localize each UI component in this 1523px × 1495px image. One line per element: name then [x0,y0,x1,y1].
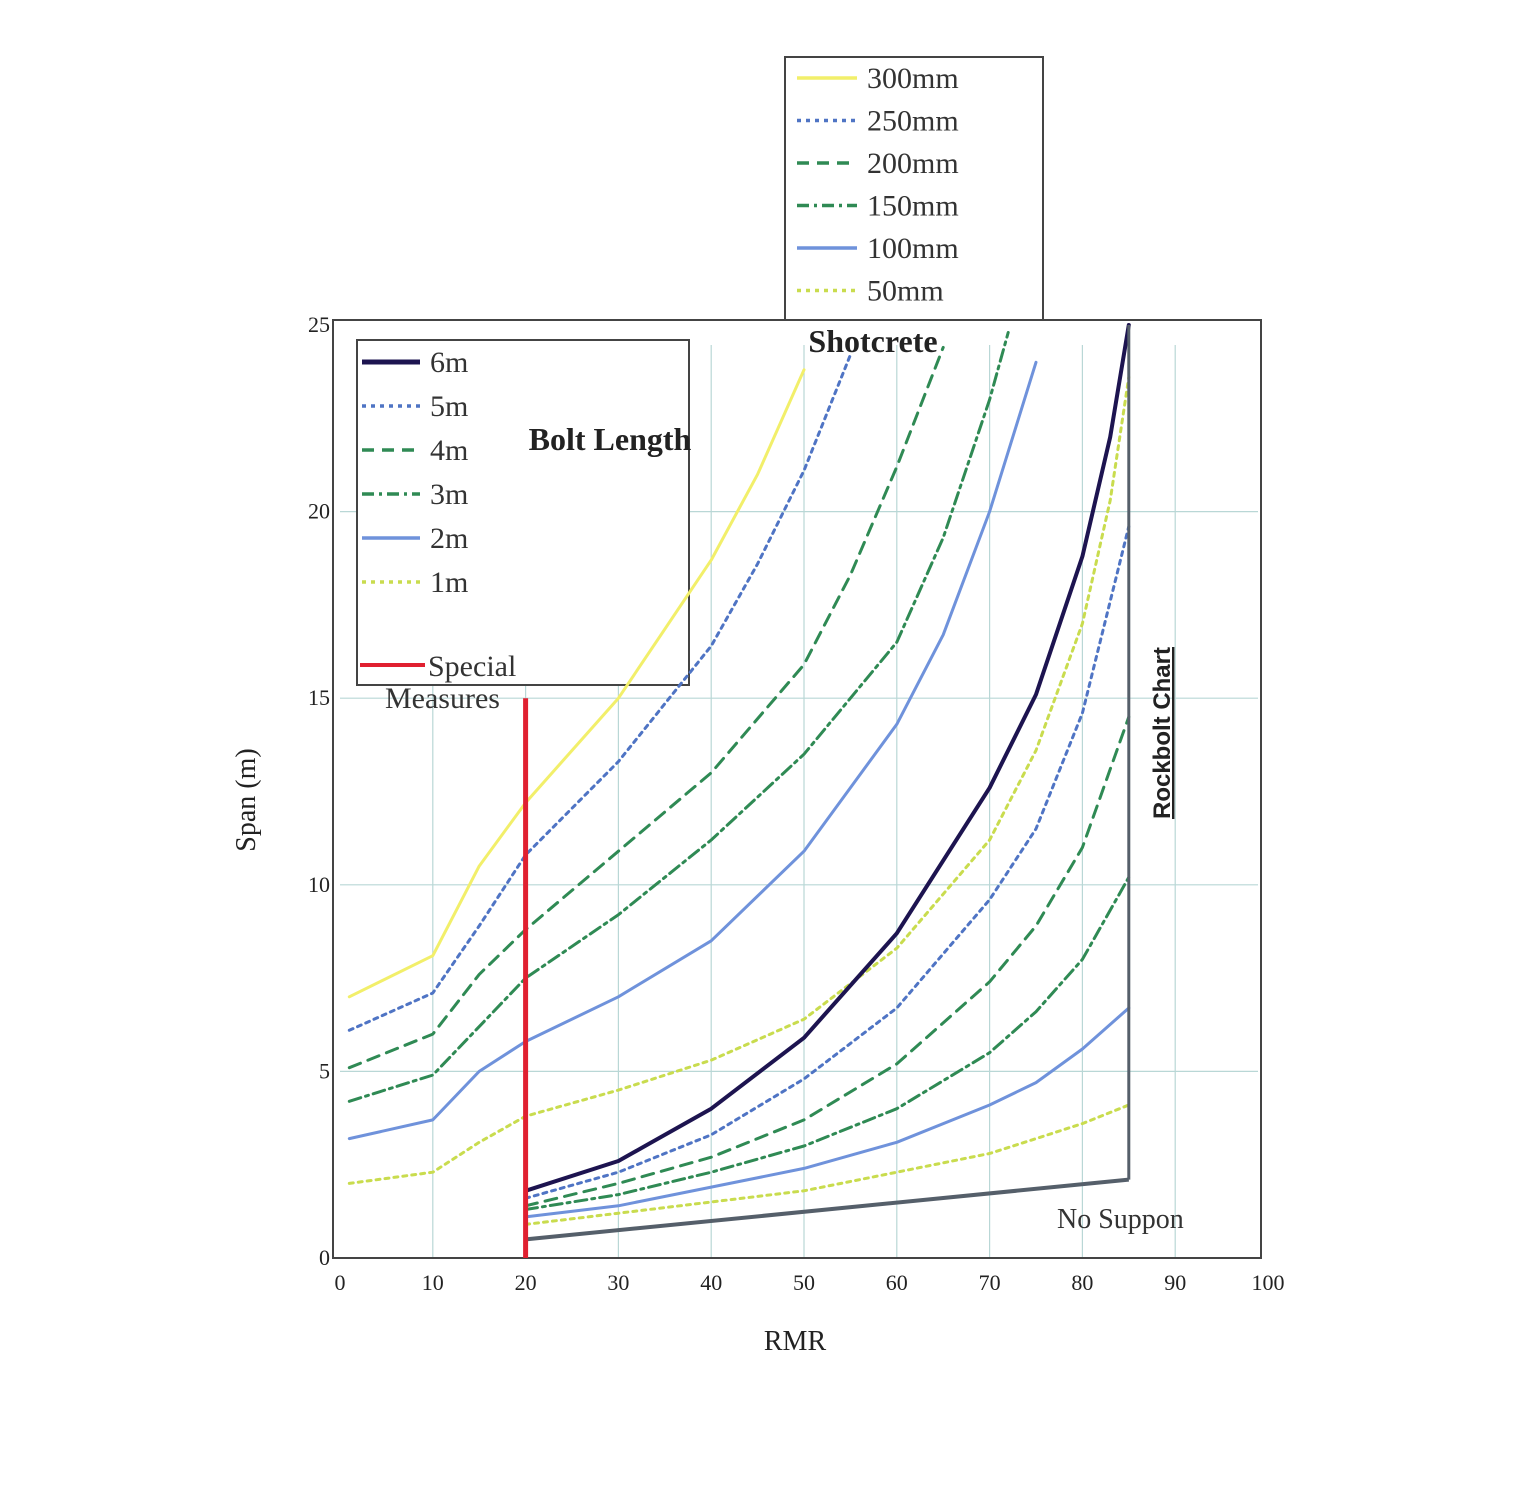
shotcrete-series-150mm [347,331,1010,1103]
x-tick-label: 100 [1252,1270,1285,1295]
y-axis-label: Span (m) [231,748,262,851]
x-tick-label: 40 [700,1270,722,1295]
x-tick-label: 80 [1071,1270,1093,1295]
shotcrete-legend-label: 300mm [867,62,959,95]
shotcrete-legend-label: 100mm [867,232,959,265]
shotcrete-series-200mm [347,345,945,1070]
shotcrete-series-250mm [347,353,852,1032]
shotcrete-series-50mm [347,375,1131,1185]
shotcrete-series-100mm [347,360,1038,1141]
shotcrete-legend-box [784,56,1044,321]
y-tick-label: 10 [308,872,330,897]
x-axis-label: RMR [764,1326,827,1357]
bolt-series-5m [524,525,1131,1200]
y-tick-label: 5 [319,1058,330,1083]
bolt-legend-label: 5m [430,390,468,423]
bolt-legend-label: 4m [430,434,468,467]
x-tick-label: 20 [515,1270,537,1295]
bolt-legend-label: 6m [430,346,468,379]
bolt-legend-box [356,339,690,686]
shotcrete-legend-label: 150mm [867,190,959,223]
shotcrete-legend-label: 250mm [867,105,959,138]
bolt-legend-label: 1m [430,566,468,599]
x-tick-label: 30 [607,1270,629,1295]
y-tick-label: 0 [319,1245,330,1270]
bolt-series-6m [523,323,1131,1193]
x-tick-label: 70 [979,1270,1001,1295]
special-measures-label-2: Measures [385,682,500,715]
bolt-series-2m [524,1006,1131,1219]
shotcrete-series-300mm [347,368,806,999]
bolt-length-title: Bolt Length [529,421,692,457]
y-tick-label: 20 [308,499,330,524]
y-tick-label: 15 [308,685,330,710]
y-tick-label: 25 [308,312,330,337]
shotcrete-legend-label: 50mm [867,275,944,308]
bolt-series-4m [524,715,1131,1208]
series-lines [347,323,1131,1258]
y-axis-ticks: 0 5 10 15 20 25 [308,312,330,1270]
bolt-series-1m [524,1103,1131,1226]
x-tick-label: 90 [1164,1270,1186,1295]
x-tick-label: 0 [335,1270,346,1295]
bolt-series-3m [524,875,1131,1211]
special-measures-label-1: Special [428,650,516,683]
shotcrete-legend: 300mm 250mm 200mm 150mm 100mm 50mm [797,62,959,308]
x-axis-ticks: 0 10 20 30 40 50 60 70 80 90 100 [335,1270,1285,1295]
bolt-legend-label: 2m [430,522,468,555]
shotcrete-title: Shotcrete [808,323,937,359]
shotcrete-legend-label: 200mm [867,147,959,180]
bolt-legend-label: 3m [430,478,468,511]
x-tick-label: 10 [422,1270,444,1295]
chart-title: Rockbolt Chart [1149,647,1176,819]
x-tick-label: 60 [886,1270,908,1295]
no-support-boundary [525,1177,1129,1242]
x-tick-label: 50 [793,1270,815,1295]
no-support-label: No Suppon [1057,1204,1184,1235]
